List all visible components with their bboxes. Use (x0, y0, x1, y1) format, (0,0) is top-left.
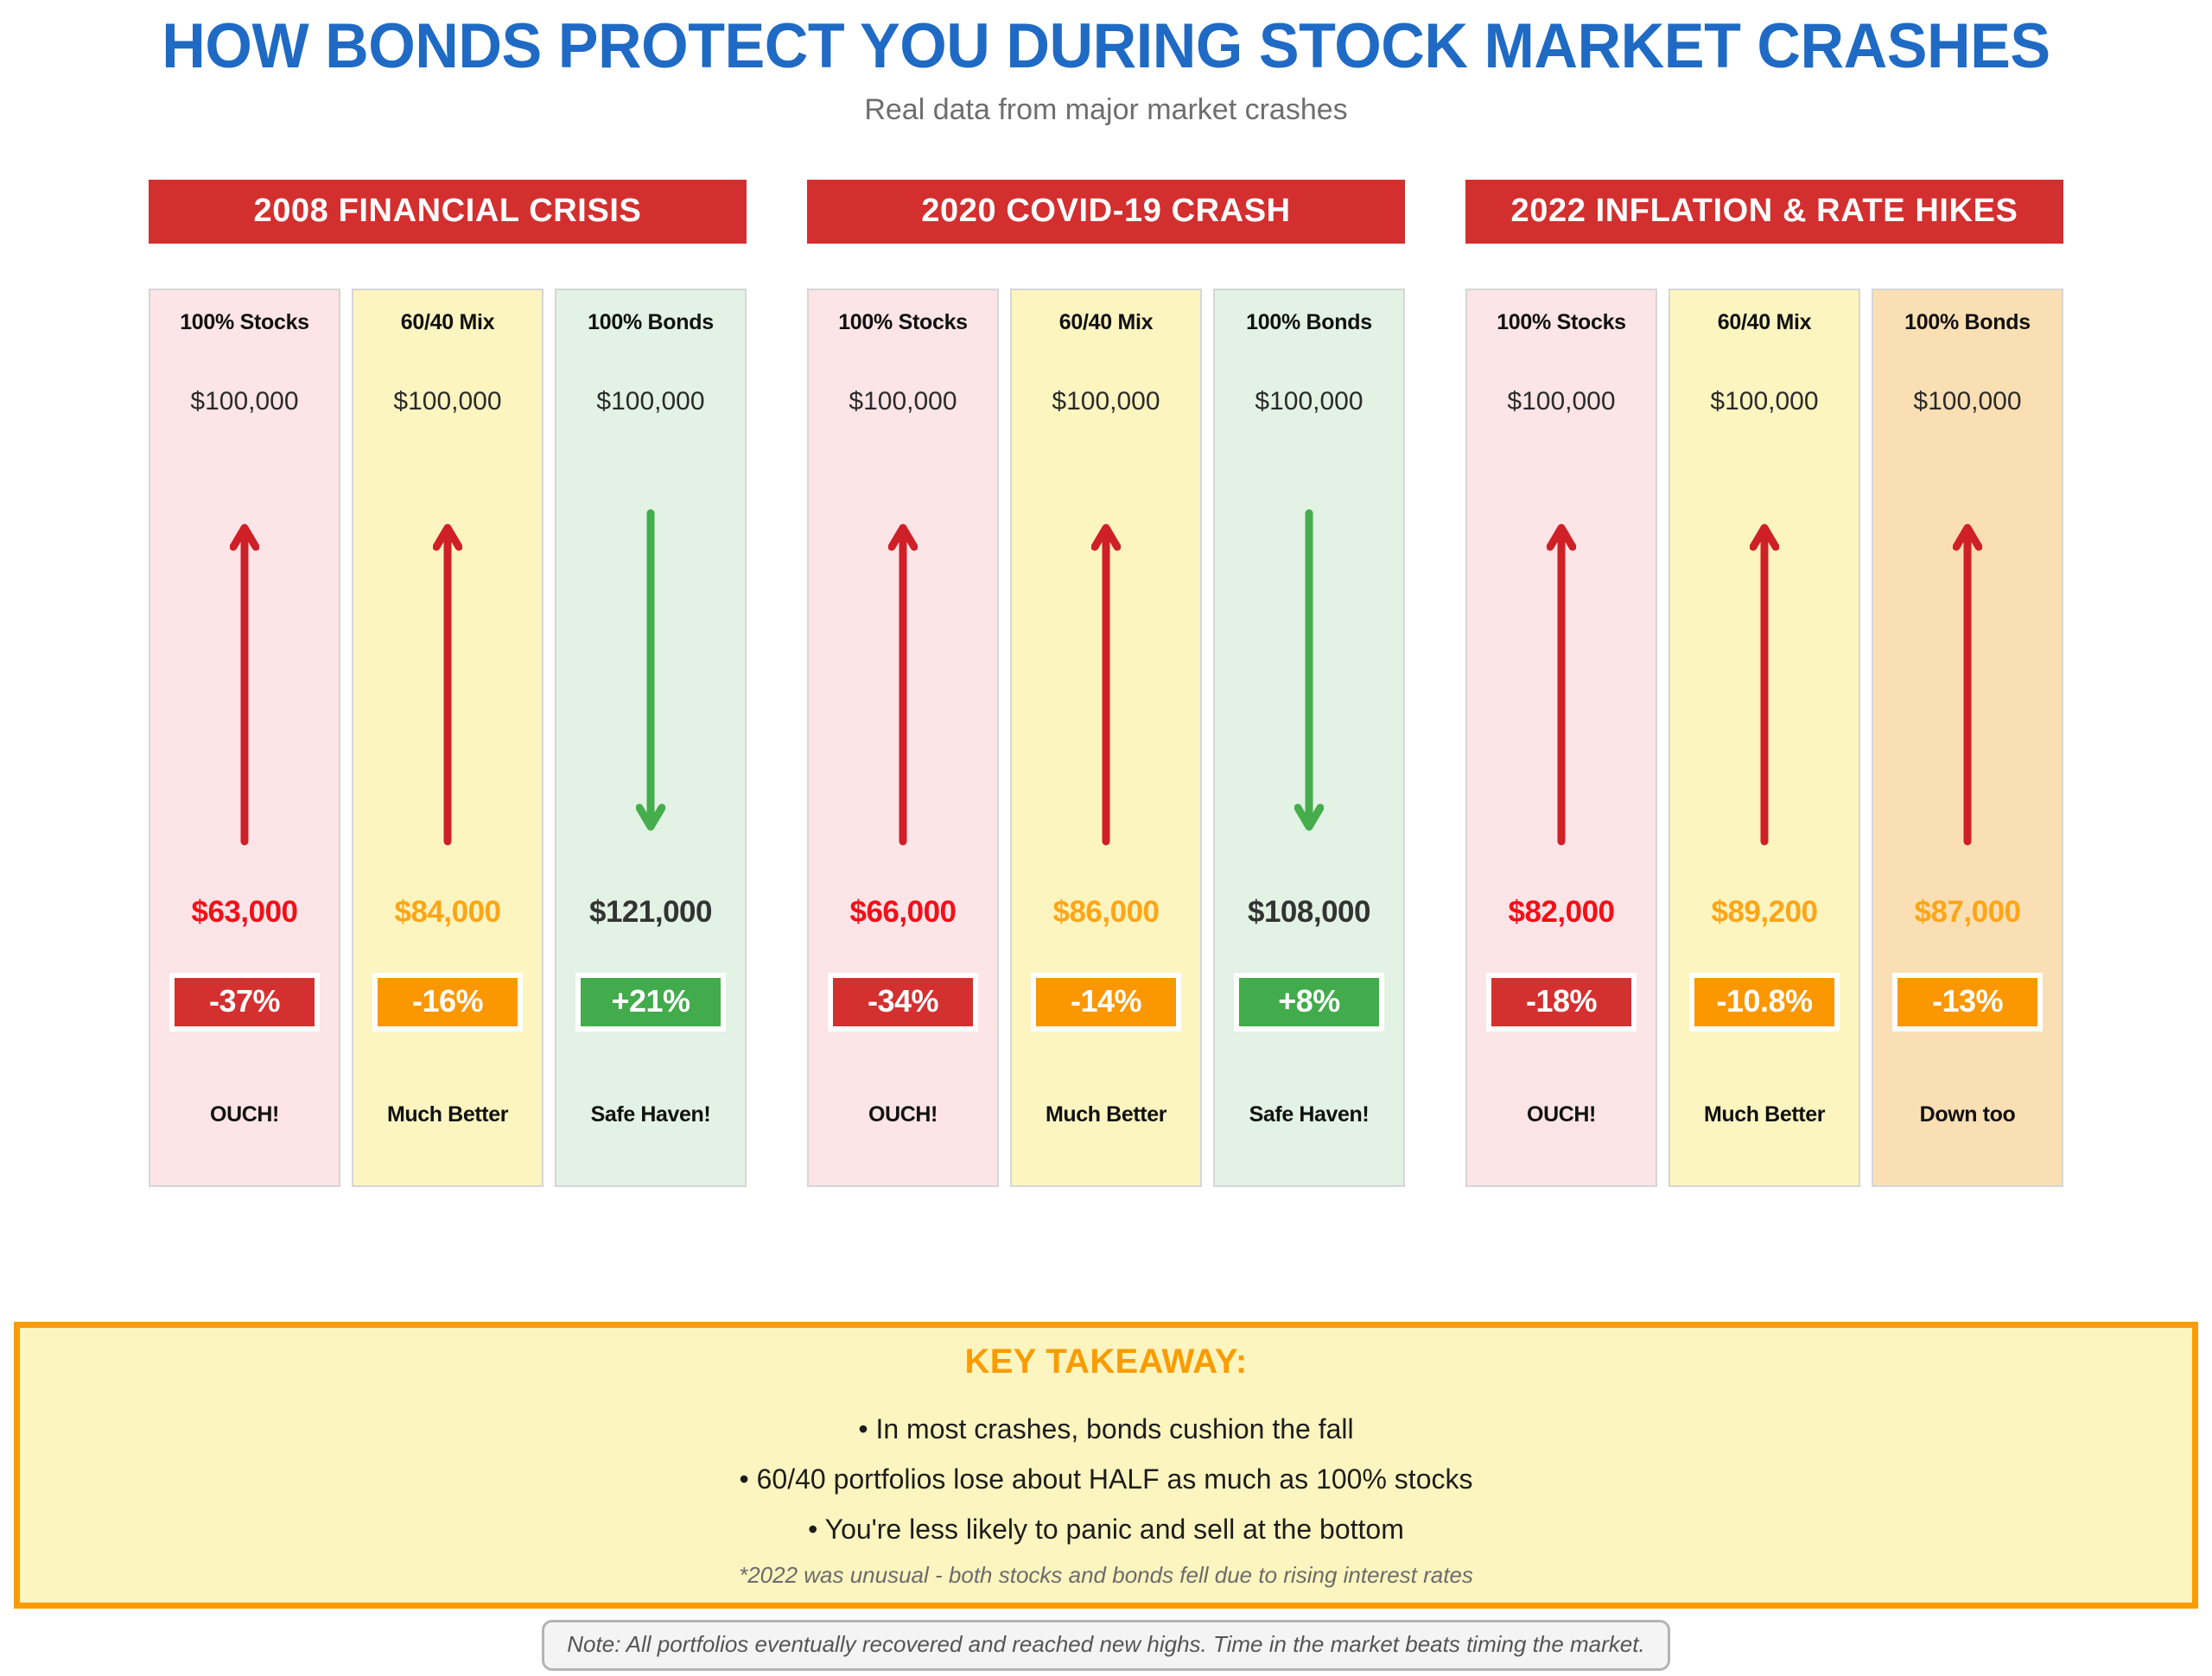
portfolio-start-value: $100,000 (849, 387, 957, 416)
portfolio-start-value: $100,000 (190, 387, 299, 416)
percent-badge-container: -13% (1873, 973, 2062, 1032)
portfolio-start-value: $100,000 (1507, 387, 1616, 416)
portfolio-end-value: $108,000 (1248, 895, 1370, 929)
percent-change-badge: +21% (575, 973, 726, 1032)
portfolio-start-value: $100,000 (1913, 387, 2022, 416)
page-subtitle: Real data from major market crashes (864, 93, 1348, 127)
portfolio-end-value: $63,000 (191, 895, 298, 929)
percent-change-badge: -10.8% (1689, 973, 1840, 1032)
portfolio-column: 100% Bonds $100,000 $87,000 -13% Down too (1872, 289, 2063, 1187)
portfolio-column-label: 100% Bonds (1246, 310, 1372, 334)
arrow-down-icon (556, 509, 745, 846)
percent-badge-container: -34% (809, 973, 997, 1032)
portfolio-end-value: $121,000 (589, 895, 712, 929)
percent-badge-container: -10.8% (1670, 973, 1859, 1032)
portfolio-columns: 100% Stocks $100,000 $63,000 -37% OUCH! 60/40… (149, 289, 747, 1187)
key-takeaway-box: KEY TAKEAWAY: • In most crashes, bonds c… (14, 1322, 2198, 1609)
arrow-up-icon (1012, 509, 1200, 846)
portfolio-end-value: $87,000 (1914, 895, 2021, 929)
portfolio-verdict-label: Much Better (386, 1102, 509, 1127)
percent-badge-container: +8% (1215, 973, 1403, 1032)
portfolio-column: 100% Bonds $100,000 $108,000 +8% Safe Haven! (1213, 289, 1405, 1187)
portfolio-start-value: $100,000 (1255, 387, 1363, 416)
percent-change-badge: -37% (169, 973, 320, 1032)
portfolio-column-label: 60/40 Mix (1717, 310, 1812, 334)
percent-badge-container: -18% (1467, 973, 1656, 1032)
key-takeaway-footnote: *2022 was unusual - both stocks and bond… (739, 1561, 1473, 1588)
percent-change-badge: -18% (1486, 973, 1637, 1032)
crash-panel-title: 2020 COVID-19 CRASH (807, 180, 1405, 244)
portfolio-verdict-label: Safe Haven! (590, 1102, 711, 1127)
portfolio-column: 60/40 Mix $100,000 $86,000 -14% Much Better (1010, 289, 1202, 1187)
portfolio-verdict-label: Much Better (1045, 1102, 1167, 1127)
portfolio-column: 100% Stocks $100,000 $66,000 -34% OUCH! (807, 289, 999, 1187)
page-header: HOW BONDS PROTECT YOU DURING STOCK MARKE… (0, 0, 2212, 127)
key-takeaway-bullet: • 60/40 portfolios lose about HALF as mu… (739, 1463, 1473, 1495)
portfolio-column-label: 100% Stocks (1497, 310, 1626, 334)
bottom-note-container: Note: All portfolios eventually recovere… (0, 1620, 2212, 1671)
portfolio-verdict-label: OUCH! (1527, 1102, 1596, 1127)
portfolio-verdict-label: OUCH! (210, 1102, 279, 1127)
crash-panel: 2022 INFLATION & RATE HIKES 100% Stocks $1… (1465, 180, 2063, 1187)
crash-panel: 2020 COVID-19 CRASH 100% Stocks $100,000 $6… (807, 180, 1405, 1187)
key-takeaway-bullet: • You're less likely to panic and sell a… (808, 1513, 1404, 1545)
portfolio-column-label: 100% Stocks (838, 310, 968, 334)
portfolio-end-value: $86,000 (1052, 895, 1160, 929)
crash-panel-title: 2022 INFLATION & RATE HIKES (1465, 180, 2063, 244)
portfolio-start-value: $100,000 (1052, 387, 1160, 416)
portfolio-column: 100% Stocks $100,000 $82,000 -18% OUCH! (1465, 289, 1657, 1187)
crash-panels-row: 2008 FINANCIAL CRISIS 100% Stocks $100,000… (0, 180, 2212, 1187)
portfolio-end-value: $89,200 (1711, 895, 1818, 929)
percent-badge-container: -14% (1012, 973, 1200, 1032)
arrow-up-icon (353, 509, 542, 846)
percent-badge-container: -16% (353, 973, 542, 1032)
percent-change-badge: -13% (1892, 973, 2043, 1032)
portfolio-column: 60/40 Mix $100,000 $89,200 -10.8% Much Bette… (1669, 289, 1860, 1187)
crash-panel-title: 2008 FINANCIAL CRISIS (149, 180, 747, 244)
key-takeaway-title: KEY TAKEAWAY: (964, 1343, 1248, 1381)
portfolio-column-label: 100% Bonds (1904, 310, 2031, 334)
portfolio-verdict-label: OUCH! (868, 1102, 938, 1127)
arrow-up-icon (1873, 509, 2062, 846)
page-title: HOW BONDS PROTECT YOU DURING STOCK MARKE… (162, 11, 2050, 81)
percent-badge-container: -37% (150, 973, 339, 1032)
crash-panel: 2008 FINANCIAL CRISIS 100% Stocks $100,000… (149, 180, 747, 1187)
bottom-note: Note: All portfolios eventually recovere… (542, 1620, 1670, 1671)
portfolio-column-label: 60/40 Mix (400, 310, 495, 334)
portfolio-columns: 100% Stocks $100,000 $82,000 -18% OUCH! 60/40… (1465, 289, 2063, 1187)
arrow-down-icon (1215, 509, 1403, 846)
percent-change-badge: -16% (372, 973, 523, 1032)
key-takeaway-bullet: • In most crashes, bonds cushion the fal… (858, 1413, 1354, 1444)
portfolio-end-value: $84,000 (394, 895, 501, 929)
portfolio-column-label: 100% Bonds (588, 310, 714, 334)
portfolio-column-label: 60/40 Mix (1058, 310, 1154, 334)
portfolio-column: 100% Stocks $100,000 $63,000 -37% OUCH! (149, 289, 340, 1187)
portfolio-verdict-label: Down too (1919, 1102, 2016, 1127)
portfolio-end-value: $66,000 (849, 895, 957, 929)
arrow-up-icon (150, 509, 339, 846)
percent-change-badge: +8% (1234, 973, 1384, 1032)
percent-change-badge: -34% (828, 973, 978, 1032)
portfolio-start-value: $100,000 (1710, 387, 1819, 416)
portfolio-verdict-label: Safe Haven! (1249, 1102, 1370, 1127)
portfolio-end-value: $82,000 (1508, 895, 1615, 929)
portfolio-start-value: $100,000 (393, 387, 502, 416)
portfolio-column-label: 100% Stocks (180, 310, 309, 334)
portfolio-column: 60/40 Mix $100,000 $84,000 -16% Much Better (352, 289, 543, 1187)
arrow-up-icon (1467, 509, 1656, 846)
percent-change-badge: -14% (1031, 973, 1181, 1032)
arrow-up-icon (809, 509, 997, 846)
arrow-up-icon (1670, 509, 1859, 846)
portfolio-columns: 100% Stocks $100,000 $66,000 -34% OUCH! 60/40… (807, 289, 1405, 1187)
portfolio-verdict-label: Much Better (1703, 1102, 1826, 1127)
portfolio-start-value: $100,000 (596, 387, 705, 416)
portfolio-column: 100% Bonds $100,000 $121,000 +21% Safe Haven… (555, 289, 747, 1187)
percent-badge-container: +21% (556, 973, 745, 1032)
